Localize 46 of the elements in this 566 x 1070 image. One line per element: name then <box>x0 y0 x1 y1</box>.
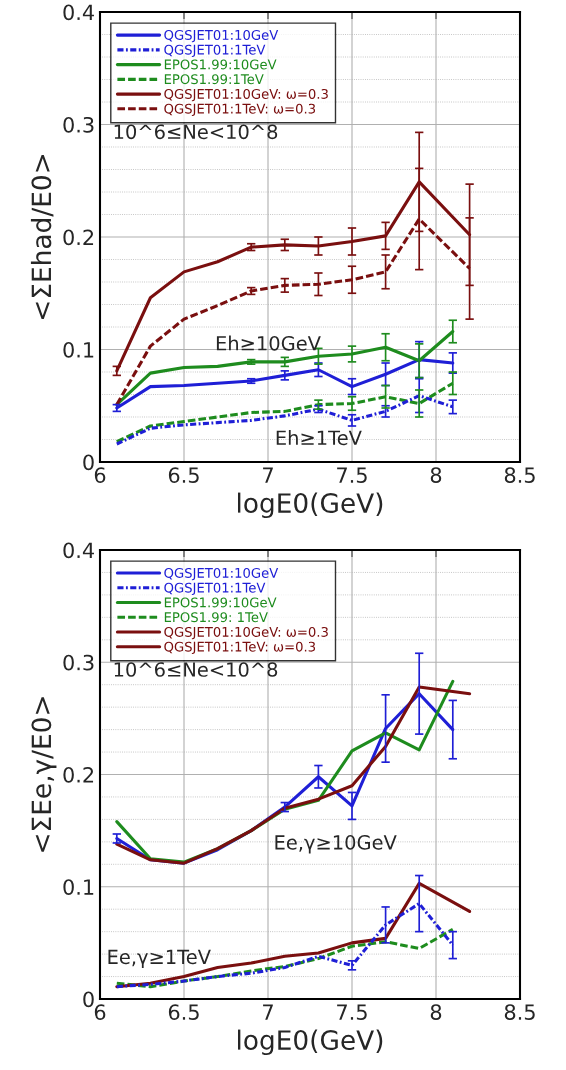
x-tick-label: 7 <box>263 467 273 483</box>
x-tick-label: 6 <box>94 1004 106 1020</box>
legend-label: EPOS1.99:1TeV <box>164 74 264 85</box>
legend-label: QGSJET01:1TeV <box>164 44 266 58</box>
legend-label: QGSJET01:10GeV <box>164 567 279 581</box>
y-tick-label: 0.3 <box>63 116 94 133</box>
legend-label: QGSJET01:1TeV: ω=0.3 <box>164 103 316 117</box>
x-tick-label: 7 <box>263 1004 273 1020</box>
annotation: Eh≥10GeV <box>216 335 321 351</box>
y-tick-label: 0 <box>83 454 94 471</box>
x-tick-label: 7.5 <box>337 1004 367 1020</box>
annotation: Ee,γ≥10GeV <box>275 835 397 854</box>
annotation: Ee,γ≥1TeV <box>108 949 211 968</box>
y-tick-label: 0.1 <box>63 341 94 358</box>
y-tick-label: 0.2 <box>63 766 94 783</box>
x-tick-label: 8.5 <box>504 467 535 483</box>
y-tick-label: 0.4 <box>63 4 94 21</box>
x-axis-title: logE0(GeV) <box>237 492 383 519</box>
legend-label: QGSJET01:1TeV <box>164 582 266 596</box>
y-tick-label: 0.1 <box>63 879 94 895</box>
annotation: 10^6≤Ne<10^8 <box>114 124 278 140</box>
x-tick-label: 8.5 <box>504 1004 535 1020</box>
y-tick-label: 0.4 <box>63 542 94 559</box>
x-tick-label: 8 <box>430 1004 442 1020</box>
y-tick-label: 0.3 <box>63 654 94 671</box>
annotation: Eh≥1TeV <box>276 430 362 446</box>
y-axis-title: <ΣEe,γ/E0> <box>31 697 57 852</box>
line-series <box>115 358 455 410</box>
x-tick-label: 6.5 <box>168 467 199 483</box>
x-axis-title: logE0(GeV) <box>237 1029 383 1056</box>
legend-label: QGSJET01:10GeV: ω=0.3 <box>164 626 328 640</box>
annotation: 10^6≤Ne<10^8 <box>114 662 278 677</box>
y-tick-label: 0.2 <box>63 229 94 246</box>
line-series <box>115 394 455 446</box>
legend-label: QGSJET01:1TeV: ω=0.3 <box>164 641 316 655</box>
x-tick-label: 6 <box>94 467 106 483</box>
x-tick-label: 8 <box>430 467 442 483</box>
y-tick-label: 0 <box>83 991 94 1008</box>
x-tick-label: 6.5 <box>168 1004 199 1020</box>
x-tick-label: 7.5 <box>337 467 367 483</box>
legend-label: QGSJET01:10GeV: ω=0.3 <box>164 88 328 102</box>
legend-label: EPOS1.99:10GeV <box>164 59 277 70</box>
y-axis-title: <ΣEhad/E0> <box>30 155 54 319</box>
legend-label: QGSJET01:10GeV <box>164 29 279 43</box>
legend-label: EPOS1.99: 1TeV <box>164 612 268 623</box>
legend-label: EPOS1.99:10GeV <box>164 597 277 608</box>
